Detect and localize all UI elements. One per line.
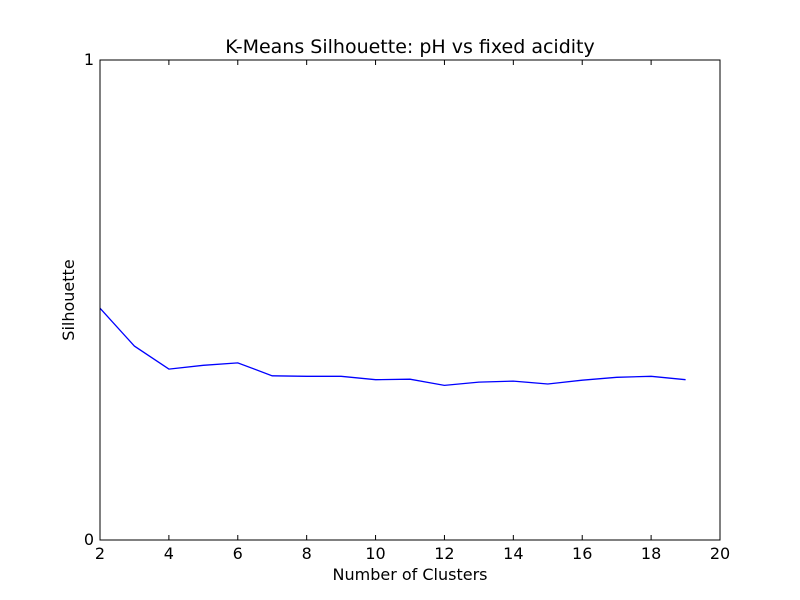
x-tick-label: 4 — [164, 544, 174, 563]
x-tick-label: 6 — [233, 544, 243, 563]
x-tick-label: 16 — [572, 544, 592, 563]
y-tick-label: 0 — [84, 530, 94, 549]
x-tick-label: 20 — [710, 544, 730, 563]
x-tick-label: 10 — [365, 544, 385, 563]
x-tick-label: 8 — [302, 544, 312, 563]
x-axis-label: Number of Clusters — [333, 565, 488, 584]
x-tick-label: 18 — [641, 544, 661, 563]
plot-frame — [99, 59, 721, 541]
x-tick-label: 12 — [434, 544, 454, 563]
x-tick-label: 2 — [95, 544, 105, 563]
y-axis-label: Silhouette — [59, 259, 78, 340]
plot-area: 2 4 6 8 10 12 14 16 18 20 0 1 — [84, 50, 730, 563]
series-line-0 — [99, 307, 686, 387]
x-tick-label: 14 — [503, 544, 523, 563]
y-tick-label: 1 — [84, 50, 94, 69]
chart-title: K-Means Silhouette: pH vs fixed acidity — [225, 36, 594, 58]
